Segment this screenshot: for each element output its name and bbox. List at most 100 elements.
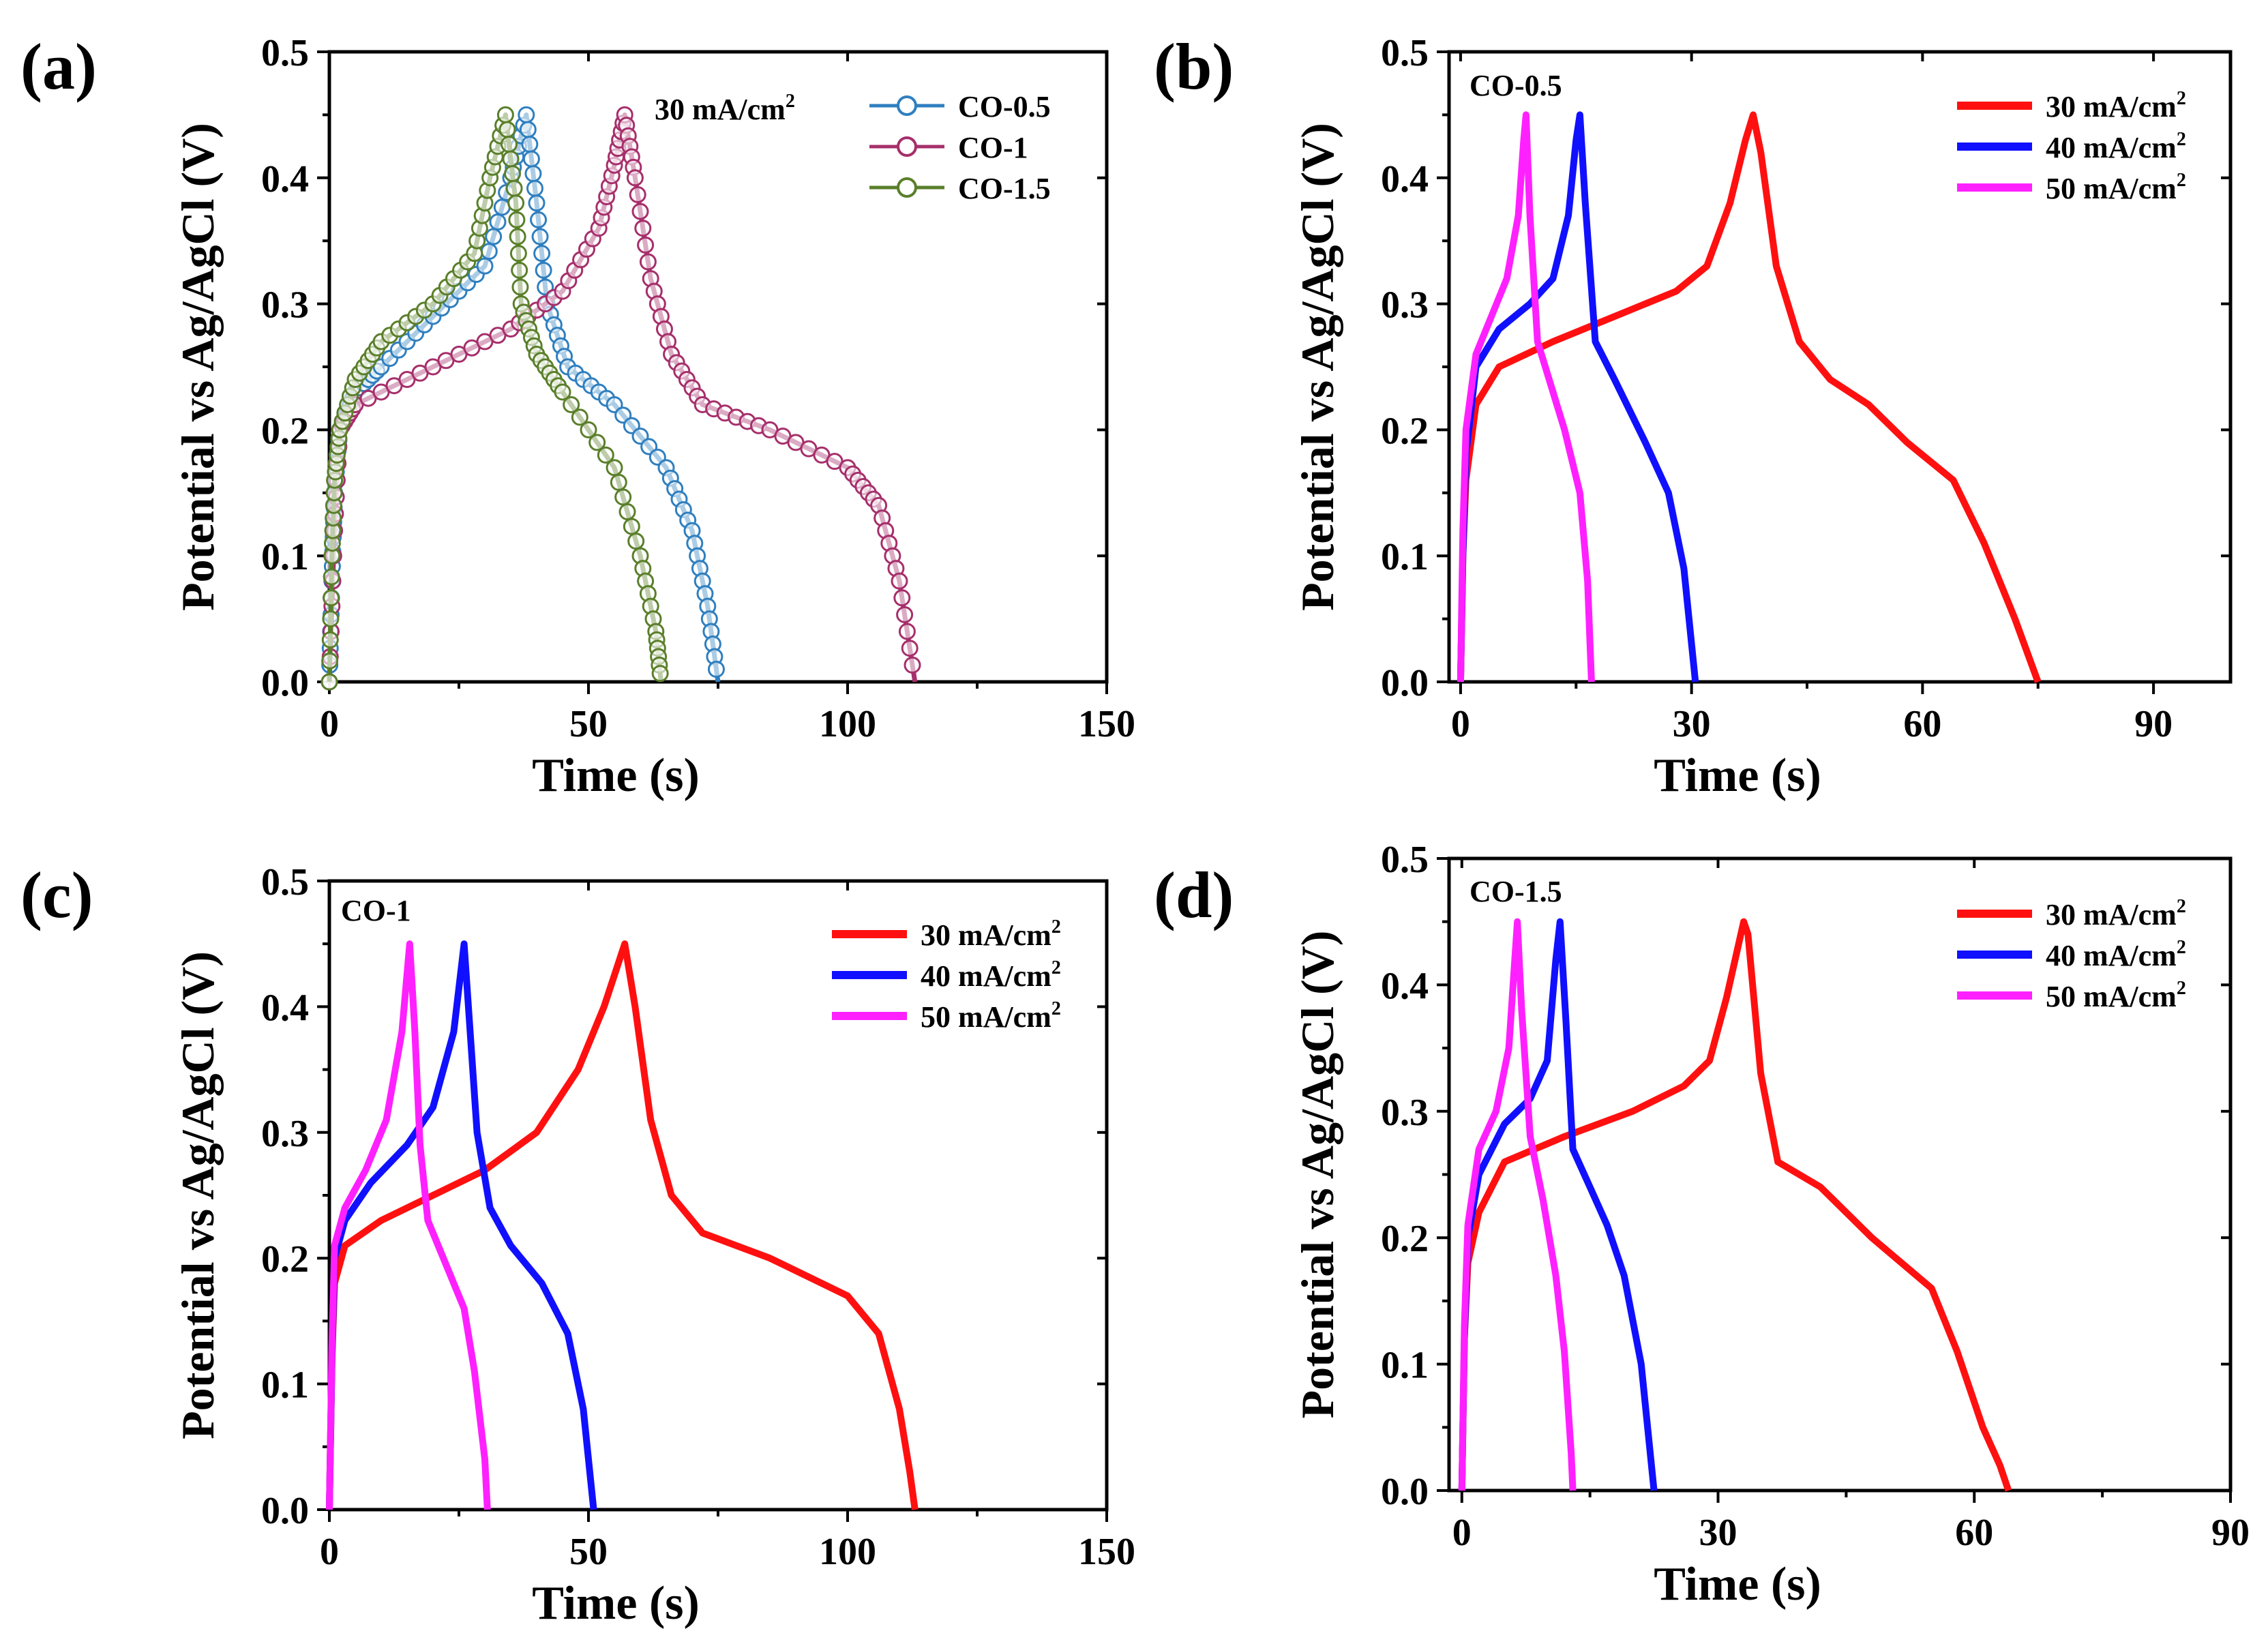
x-tick-label: 150 [1078, 703, 1135, 745]
y-tick-label: 0.2 [261, 1238, 309, 1281]
y-tick-label: 0.0 [261, 1490, 309, 1532]
legend-label-text: 30 mA/cm [921, 918, 1051, 952]
series-marker [321, 631, 339, 648]
series-marker [521, 136, 539, 153]
y-axis-label: Potential vs Ag/AgCl (V) [172, 123, 224, 611]
legend-label-text: 40 mA/cm [2046, 131, 2177, 164]
legend-label: 30 mA/cm2 [2046, 896, 2186, 931]
figure-panels: (a) 0.0 0.1 0.2 0.3 0.4 0.5 0 50 100 150 Time (s) Po… [20, 30, 2250, 1630]
series-marker [891, 572, 908, 590]
series-marker [323, 589, 340, 607]
legend-label-sup: 2 [2177, 978, 2186, 999]
series-marker [522, 150, 540, 168]
y-tick-label: 0.3 [1381, 284, 1429, 327]
series-marker [896, 605, 914, 623]
x-tick-label: 50 [569, 1531, 608, 1573]
series-marker [509, 228, 526, 245]
legend-label: 40 mA/cm2 [2046, 129, 2186, 164]
annotation-text: 30 mA/cm [655, 93, 786, 126]
series-marker [489, 213, 507, 230]
x-tick-label: 0 [1452, 1512, 1472, 1554]
y-tick-label: 0.3 [1381, 1092, 1429, 1134]
series-marker [610, 473, 627, 491]
annotation-text: CO-1.5 [1469, 875, 1562, 908]
x-axis-label: Time (s) [532, 1577, 700, 1630]
series-marker [707, 661, 725, 678]
series-marker [500, 136, 518, 153]
series-marker [631, 203, 649, 220]
series-line-0 [326, 940, 919, 1510]
series-marker [508, 211, 526, 228]
legend-label-sup: 2 [1051, 957, 1061, 978]
series-marker [502, 150, 520, 168]
y-axis-label: Potential vs Ag/AgCl (V) [1292, 931, 1343, 1419]
series-marker [893, 589, 911, 607]
series-line-2 [1457, 111, 1595, 683]
legend-label: 40 mA/cm2 [2046, 937, 2186, 972]
legend-label-sup: 2 [2177, 937, 2186, 958]
legend-label: CO-1.5 [958, 172, 1051, 205]
x-tick-label: 90 [2211, 1512, 2250, 1554]
y-tick-label: 0.2 [1381, 410, 1429, 452]
y-tick-label: 0.2 [1381, 1218, 1429, 1260]
y-tick-label: 0.5 [261, 861, 309, 903]
series-marker [535, 261, 552, 279]
series-marker [898, 623, 916, 640]
legend-label: 50 mA/cm2 [921, 998, 1061, 1034]
panel-label: (b) [1154, 30, 1234, 103]
y-tick-label: 0.2 [261, 410, 309, 452]
panel-label: (c) [20, 858, 93, 931]
panel-label: (a) [20, 30, 97, 103]
series-marker [480, 243, 498, 260]
series-marker [580, 421, 597, 438]
legend-label-sup: 2 [1051, 916, 1061, 938]
series-line-0 [1458, 918, 2012, 1492]
series-marker [511, 278, 529, 296]
series-marker [626, 169, 644, 187]
y-tick-label: 0.4 [1381, 158, 1429, 200]
legend-marker [897, 136, 917, 157]
legend-label-sup: 2 [2177, 170, 2186, 191]
legend-label-text: 30 mA/cm [2046, 90, 2177, 123]
y-tick-label: 0.3 [261, 284, 309, 327]
legend-label-text: 40 mA/cm [2046, 939, 2177, 972]
legend-label-text: 50 mA/cm [2046, 980, 2177, 1013]
panel-annotation: CO-1 [341, 894, 411, 927]
legend-label: CO-1 [958, 131, 1028, 164]
x-axis-label: Time (s) [532, 749, 700, 802]
series-marker [507, 194, 525, 212]
series-marker [614, 488, 632, 506]
series-marker [606, 459, 623, 477]
series-marker [320, 673, 338, 691]
panel-d: (d) 0.0 0.1 0.2 0.3 0.4 0.5 0 30 60 90 Time (s) Pote… [1154, 839, 2250, 1611]
series-marker [901, 640, 919, 657]
legend-label: 30 mA/cm2 [2046, 88, 2186, 123]
panel-c: (c) 0.0 0.1 0.2 0.3 0.4 0.5 0 50 100 150 Time (s) Po… [20, 858, 1135, 1630]
legend-label-sup: 2 [2177, 129, 2186, 150]
y-tick-label: 0.0 [1381, 1471, 1429, 1513]
series-line-1 [327, 112, 918, 683]
y-tick-label: 0.4 [1381, 965, 1429, 1007]
x-tick-label: 0 [320, 1531, 339, 1573]
series-marker [509, 245, 527, 263]
series-marker [634, 220, 652, 237]
legend-label-text: 50 mA/cm [2046, 172, 2177, 205]
series-marker [563, 395, 580, 413]
legend-label: 40 mA/cm2 [921, 957, 1061, 993]
legend-label-sup: 2 [2177, 88, 2186, 109]
x-tick-label: 150 [1078, 1531, 1135, 1573]
series-marker [493, 198, 511, 216]
annotation-sup: 2 [786, 91, 795, 112]
series-line-0 [1457, 111, 2042, 683]
y-tick-label: 0.1 [261, 1364, 309, 1407]
series-marker [526, 179, 543, 197]
x-tick-label: 30 [1699, 1512, 1737, 1554]
y-axis-label: Potential vs Ag/AgCl (V) [1292, 123, 1343, 611]
x-tick-label: 60 [1955, 1512, 1993, 1554]
panel-b: (b) 0.0 0.1 0.2 0.3 0.4 0.5 0 30 60 90 Time (s) Pote… [1154, 30, 2233, 802]
x-axis-label: Time (s) [1654, 749, 1821, 802]
annotation-text: CO-0.5 [1469, 69, 1562, 102]
series-marker [505, 179, 523, 197]
y-tick-label: 0.1 [1381, 1345, 1429, 1387]
